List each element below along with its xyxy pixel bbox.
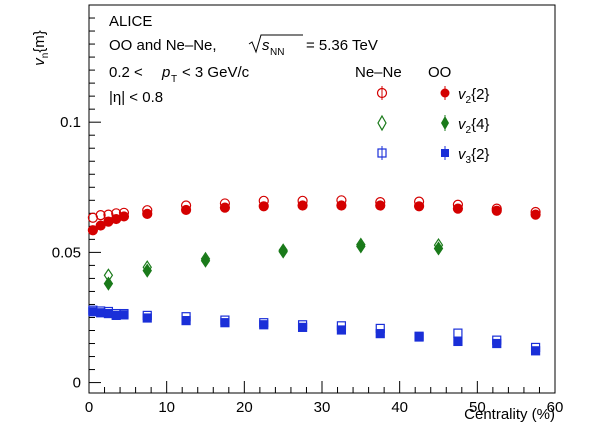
data-point-v32-oo (492, 338, 502, 349)
y-axis-label: vn{m} (31, 30, 51, 66)
y-tick-label: 0.05 (52, 244, 81, 261)
data-point-v32-oo (88, 307, 98, 317)
data-point-v22-oo (491, 205, 502, 216)
svg-text:v3{2}: v3{2} (458, 146, 489, 166)
data-point-v22-nene (95, 210, 106, 221)
legend-row-v3-2: v3{2} (377, 146, 489, 166)
svg-text:= 5.36 TeV: = 5.36 TeV (306, 37, 378, 54)
data-point-v22-oo (530, 209, 541, 220)
data-point-v22-oo (118, 211, 130, 222)
plot-frame (88, 4, 556, 394)
data-point-v24-oo (278, 244, 288, 259)
data-point-v32-oo (297, 322, 308, 332)
data-point-v22-oo (219, 202, 231, 213)
legend-header-oo: OO (428, 64, 451, 81)
data-point-v22-oo (87, 225, 98, 236)
data-point-v32-nene (453, 328, 463, 338)
data-point-v22-oo (297, 200, 308, 211)
svg-text:p: p (161, 64, 170, 81)
data-point-v32-oo (96, 308, 106, 318)
data-point-v32-oo (453, 336, 463, 347)
y-axis-tick-labels: 0 0.05 0.1 (52, 114, 81, 391)
pt-range-label: 0.2 < p T < 3 GeV/c (109, 64, 250, 85)
data-point-v32-oo (119, 310, 129, 320)
data-markers (87, 195, 541, 356)
data-point-v32-oo (220, 318, 230, 328)
data-point-v24-oo (142, 263, 152, 278)
x-tick-label: 20 (236, 399, 253, 416)
x-tick-label: 10 (158, 399, 175, 416)
x-tick-label: 40 (391, 399, 408, 416)
y-tick-label: 0.1 (60, 114, 81, 131)
x-axis-label: Centrality (%) (464, 406, 555, 423)
data-point-v22-oo (258, 201, 269, 212)
legend-row-v2-4: v2{4} (377, 114, 489, 136)
svg-text:vn{m}: vn{m} (31, 30, 51, 66)
data-point-v32-oo (103, 308, 114, 319)
x-tick-label: 30 (314, 399, 331, 416)
x-tick-label: 0 (85, 399, 93, 416)
data-point-v32-oo (336, 325, 347, 335)
svg-text:NN: NN (270, 47, 284, 58)
x-tick-label: 60 (547, 399, 564, 416)
legend-row-v2-2: v2{2} (376, 86, 489, 106)
data-point-v22-oo (413, 201, 425, 212)
data-point-v32-oo (111, 310, 121, 320)
energy-label: s NN = 5.36 TeV (248, 34, 378, 58)
system-prefix-label: OO and Ne–Ne, (109, 37, 217, 54)
data-point-v24-oo (103, 276, 114, 291)
legend-header-nene: Ne–Ne (355, 64, 402, 81)
data-point-v32-oo (142, 313, 152, 323)
svg-text:v2{4}: v2{4} (458, 116, 489, 136)
data-point-v22-oo (180, 204, 192, 216)
data-point-v22-oo (336, 200, 347, 211)
experiment-label: ALICE (109, 13, 152, 30)
data-point-v22-oo (375, 200, 386, 211)
data-point-v24-oo (433, 241, 444, 256)
data-point-v22-oo (452, 203, 464, 214)
data-point-v32-oo (181, 316, 191, 326)
data-point-v24-oo (356, 239, 366, 254)
y-axis-ticks (89, 17, 101, 384)
data-point-v32-oo (530, 346, 541, 356)
data-point-v32-oo (259, 320, 269, 330)
x-tick-label: 50 (469, 399, 486, 416)
svg-text:0.2 <: 0.2 < (109, 64, 143, 81)
eta-cut-label: |η| < 0.8 (109, 89, 163, 106)
x-axis-ticks (88, 381, 556, 393)
legend: Ne–Ne OO v2{2} v2{4} v3{2} (355, 64, 489, 166)
svg-text:v2{2}: v2{2} (458, 86, 489, 106)
svg-text:s: s (262, 37, 270, 54)
data-point-v22-oo (142, 208, 153, 219)
data-point-v32-oo (414, 332, 424, 342)
data-point-v32-oo (375, 329, 385, 339)
data-point-v24-oo (200, 253, 211, 268)
y-tick-label: 0 (73, 375, 81, 392)
svg-text:< 3 GeV/c: < 3 GeV/c (182, 64, 250, 81)
x-axis-tick-labels: 0 10 20 30 40 50 60 (85, 399, 564, 416)
svg-text:T: T (171, 74, 177, 85)
